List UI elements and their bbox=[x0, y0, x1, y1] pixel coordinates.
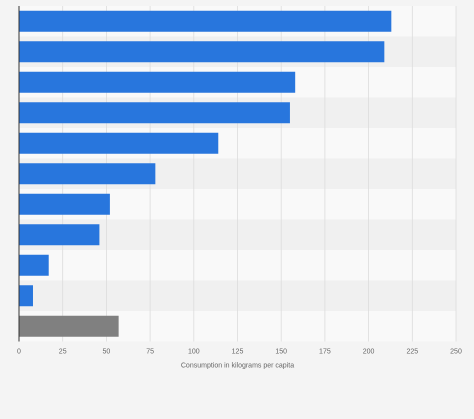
bar bbox=[19, 102, 290, 124]
bar bbox=[19, 41, 385, 63]
x-tick-label: 125 bbox=[232, 349, 244, 356]
x-axis-label: Consumption in kilograms per capita bbox=[181, 363, 294, 370]
bar bbox=[19, 71, 296, 93]
x-tick-label: 250 bbox=[450, 349, 462, 356]
bar bbox=[19, 163, 156, 185]
bar bbox=[19, 224, 100, 246]
bar bbox=[19, 285, 33, 307]
x-tick-label: 50 bbox=[103, 349, 111, 356]
bar bbox=[19, 193, 110, 215]
x-tick-label: 225 bbox=[406, 349, 418, 356]
x-tick-label: 200 bbox=[363, 349, 375, 356]
x-tick-label: 75 bbox=[146, 349, 154, 356]
bar bbox=[19, 315, 119, 337]
x-tick-label: 100 bbox=[188, 349, 200, 356]
x-tick-label: 25 bbox=[59, 349, 67, 356]
bar bbox=[19, 254, 49, 276]
x-tick-label: 150 bbox=[275, 349, 287, 356]
x-tick-label: 0 bbox=[17, 349, 21, 356]
x-axis-ticks: 0 25 50 75 100 125 150 175 200 225 250 bbox=[17, 349, 462, 356]
bar bbox=[19, 10, 392, 32]
x-tick-label: 175 bbox=[319, 349, 331, 356]
bars bbox=[19, 10, 392, 337]
bar bbox=[19, 132, 219, 154]
